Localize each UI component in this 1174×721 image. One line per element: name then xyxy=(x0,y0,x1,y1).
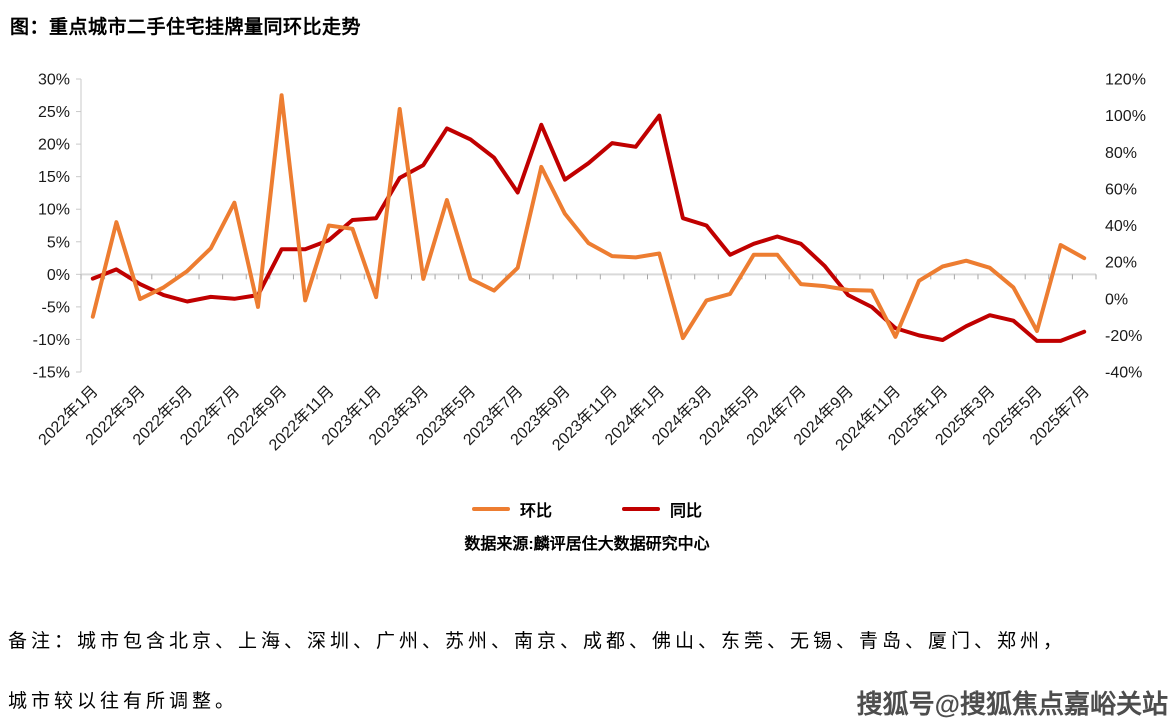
right-axis-label: 20% xyxy=(1105,255,1137,272)
left-axis-label: -10% xyxy=(33,332,70,349)
left-axis-label: -15% xyxy=(33,365,70,382)
footnote-line-1: 备注：城市包含北京、上海、深圳、广州、苏州、南京、成都、佛山、东莞、无锡、青岛、… xyxy=(8,631,1067,652)
legend-item-yoy: 同比 xyxy=(622,497,702,521)
right-axis-label: 0% xyxy=(1105,291,1128,308)
left-axis-label: -5% xyxy=(42,299,70,316)
right-axis-label: 40% xyxy=(1105,218,1137,235)
right-axis-label: -40% xyxy=(1105,365,1142,382)
left-axis-label: 10% xyxy=(38,202,70,219)
right-axis-label: 120% xyxy=(1105,72,1146,89)
left-axis-label: 20% xyxy=(38,137,70,154)
mom-legend-label: 环比 xyxy=(519,503,552,520)
left-axis-label: 30% xyxy=(38,72,70,89)
mom-line-swatch xyxy=(471,507,510,511)
chart-title: 图：重点城市二手住宅挂牌量同环比走势 xyxy=(10,17,362,38)
left-axis-label: 25% xyxy=(38,104,70,121)
line-chart: 30% 25% 20% 15% 10% 5% 0% -5% -10% -15% 120% 100% 80… xyxy=(33,72,1146,455)
data-source: 数据来源:麟评居住大数据研究中心 xyxy=(464,536,710,553)
mom-series-line xyxy=(90,93,1087,341)
right-axis-label: 60% xyxy=(1105,181,1137,198)
yoy-legend-label: 同比 xyxy=(670,503,703,520)
right-axis-label: 100% xyxy=(1105,108,1146,125)
left-axis-label: 0% xyxy=(47,267,70,284)
left-axis-label: 15% xyxy=(38,169,70,186)
yoy-line-swatch xyxy=(622,507,660,511)
right-axis-label: 80% xyxy=(1105,145,1137,162)
right-axis-label: -20% xyxy=(1105,328,1142,345)
left-axis-label: 5% xyxy=(47,234,70,251)
watermark: 搜狐号@搜狐焦点嘉峪关站 xyxy=(856,689,1168,719)
legend-item-mom: 环比 xyxy=(471,497,552,521)
legend: 环比 同比 xyxy=(0,497,1174,521)
footnote-line-2: 城市较以往有所调整。 xyxy=(8,691,239,712)
